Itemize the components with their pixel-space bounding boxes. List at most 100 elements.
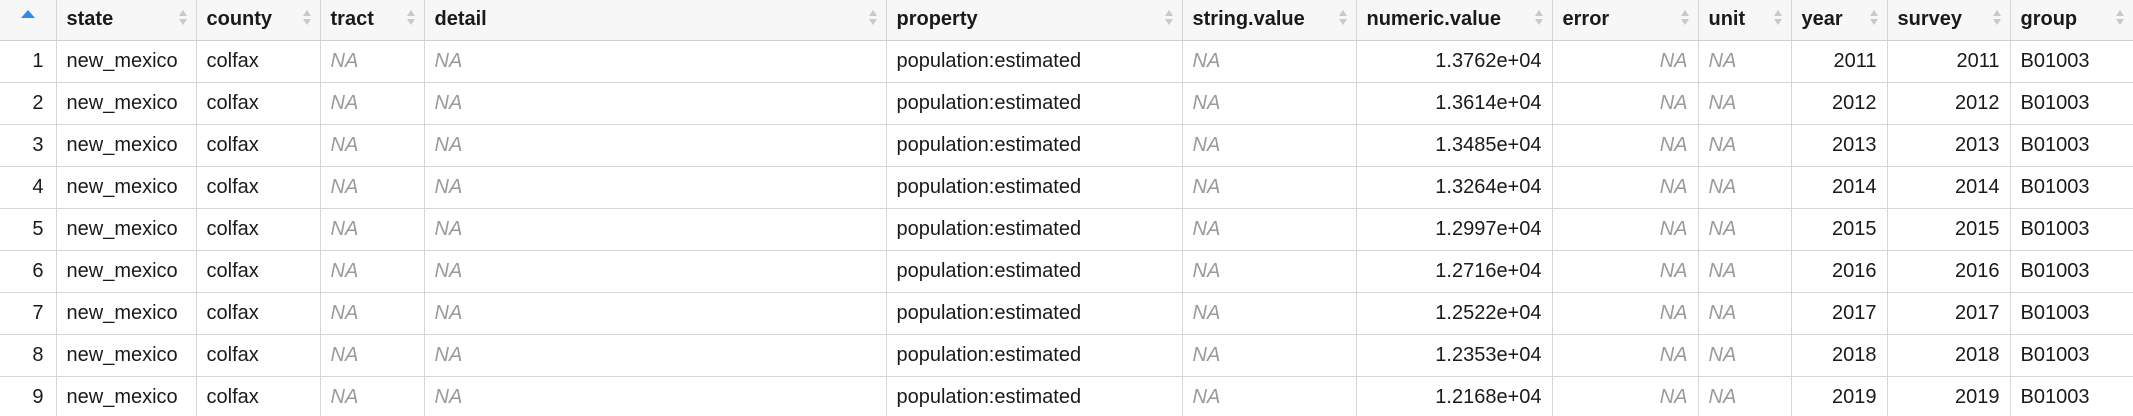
cell-group: B01003 — [2010, 82, 2133, 125]
table-row[interactable]: 1 new_mexico colfax NA NA population:estimate… — [0, 40, 2133, 83]
column-header-label: survey — [1897, 8, 1963, 31]
column-header-unit[interactable]: unit — [1698, 0, 1792, 41]
row-number: 7 — [0, 292, 57, 335]
cell-survey: 2019 — [1887, 376, 2011, 416]
cell-survey: 2016 — [1887, 250, 2011, 293]
cell-tract: NA — [320, 292, 425, 335]
column-header-numeric-value[interactable]: numeric.value — [1356, 0, 1553, 41]
cell-tract: NA — [320, 166, 425, 209]
table-row[interactable]: 9 new_mexico colfax NA NA population:estimate… — [0, 376, 2133, 416]
cell-year: 2014 — [1791, 166, 1888, 209]
column-header-tract[interactable]: tract — [320, 0, 425, 41]
column-header-string-value[interactable]: string.value — [1182, 0, 1357, 41]
cell-error: NA — [1552, 82, 1699, 125]
cell-survey: 2015 — [1887, 208, 2011, 251]
cell-unit: NA — [1698, 208, 1792, 251]
table-row[interactable]: 7 new_mexico colfax NA NA population:estimate… — [0, 292, 2133, 335]
cell-year: 2017 — [1791, 292, 1888, 335]
sort-icon[interactable] — [2115, 9, 2125, 29]
cell-property: population:estimated — [886, 250, 1183, 293]
cell-string-value: NA — [1182, 334, 1357, 377]
column-header-state[interactable]: state — [56, 0, 197, 41]
cell-numeric-value: 1.2716e+04 — [1356, 250, 1553, 293]
table-row[interactable]: 4 new_mexico colfax NA NA population:estimate… — [0, 166, 2133, 209]
cell-survey: 2013 — [1887, 124, 2011, 167]
cell-survey: 2018 — [1887, 334, 2011, 377]
cell-unit: NA — [1698, 292, 1792, 335]
column-header-survey[interactable]: survey — [1887, 0, 2011, 41]
sort-icon[interactable] — [868, 9, 878, 29]
column-header-group[interactable]: group — [2010, 0, 2133, 41]
cell-state: new_mexico — [56, 124, 197, 167]
cell-year: 2012 — [1791, 82, 1888, 125]
sort-icon[interactable] — [1338, 9, 1348, 29]
sort-icon[interactable] — [1534, 9, 1544, 29]
sort-icon[interactable] — [1869, 9, 1879, 29]
cell-unit: NA — [1698, 82, 1792, 125]
cell-detail: NA — [424, 40, 887, 83]
column-header-property[interactable]: property — [886, 0, 1183, 41]
cell-group: B01003 — [2010, 292, 2133, 335]
table-row[interactable]: 6 new_mexico colfax NA NA population:estimate… — [0, 250, 2133, 293]
cell-detail: NA — [424, 334, 887, 377]
cell-group: B01003 — [2010, 124, 2133, 167]
cell-county: colfax — [196, 334, 321, 377]
cell-tract: NA — [320, 376, 425, 416]
sort-icon[interactable] — [302, 9, 312, 29]
cell-string-value: NA — [1182, 376, 1357, 416]
column-header-detail[interactable]: detail — [424, 0, 887, 41]
table-row[interactable]: 8 new_mexico colfax NA NA population:estimate… — [0, 334, 2133, 377]
cell-unit: NA — [1698, 376, 1792, 416]
cell-county: colfax — [196, 40, 321, 83]
column-header-county[interactable]: county — [196, 0, 321, 41]
row-number: 3 — [0, 124, 57, 167]
cell-county: colfax — [196, 82, 321, 125]
column-header-label: county — [206, 8, 273, 31]
cell-year: 2013 — [1791, 124, 1888, 167]
column-header-label: detail — [434, 8, 487, 31]
column-header-label: numeric.value — [1366, 8, 1502, 31]
column-header-error[interactable]: error — [1552, 0, 1699, 41]
cell-state: new_mexico — [56, 40, 197, 83]
table-row[interactable]: 2 new_mexico colfax NA NA population:estimate… — [0, 82, 2133, 125]
cell-error: NA — [1552, 40, 1699, 83]
sort-icon[interactable] — [406, 9, 416, 29]
cell-year: 2011 — [1791, 40, 1888, 83]
cell-county: colfax — [196, 208, 321, 251]
cell-unit: NA — [1698, 334, 1792, 377]
cell-detail: NA — [424, 292, 887, 335]
cell-survey: 2017 — [1887, 292, 2011, 335]
sort-icon[interactable] — [1773, 9, 1783, 29]
cell-string-value: NA — [1182, 124, 1357, 167]
cell-detail: NA — [424, 250, 887, 293]
cell-string-value: NA — [1182, 292, 1357, 335]
column-header-label: group — [2020, 8, 2078, 31]
sort-icon[interactable] — [178, 9, 188, 29]
cell-tract: NA — [320, 82, 425, 125]
column-header-label: state — [66, 8, 114, 31]
cell-detail: NA — [424, 208, 887, 251]
cell-tract: NA — [320, 124, 425, 167]
cell-unit: NA — [1698, 250, 1792, 293]
cell-numeric-value: 1.2353e+04 — [1356, 334, 1553, 377]
cell-survey: 2014 — [1887, 166, 2011, 209]
column-header-label: year — [1801, 8, 1843, 31]
cell-state: new_mexico — [56, 82, 197, 125]
cell-survey: 2011 — [1887, 40, 2011, 83]
row-number-header[interactable] — [0, 0, 57, 41]
sort-icon[interactable] — [1680, 9, 1690, 29]
cell-numeric-value: 1.2997e+04 — [1356, 208, 1553, 251]
column-header-year[interactable]: year — [1791, 0, 1888, 41]
cell-tract: NA — [320, 208, 425, 251]
sort-icon[interactable] — [1164, 9, 1174, 29]
table-row[interactable]: 5 new_mexico colfax NA NA population:estimate… — [0, 208, 2133, 251]
sort-icon[interactable] — [1992, 9, 2002, 29]
cell-group: B01003 — [2010, 208, 2133, 251]
cell-county: colfax — [196, 376, 321, 416]
row-number: 1 — [0, 40, 57, 83]
cell-detail: NA — [424, 82, 887, 125]
cell-property: population:estimated — [886, 40, 1183, 83]
cell-numeric-value: 1.2522e+04 — [1356, 292, 1553, 335]
table-row[interactable]: 3 new_mexico colfax NA NA population:estimate… — [0, 124, 2133, 167]
